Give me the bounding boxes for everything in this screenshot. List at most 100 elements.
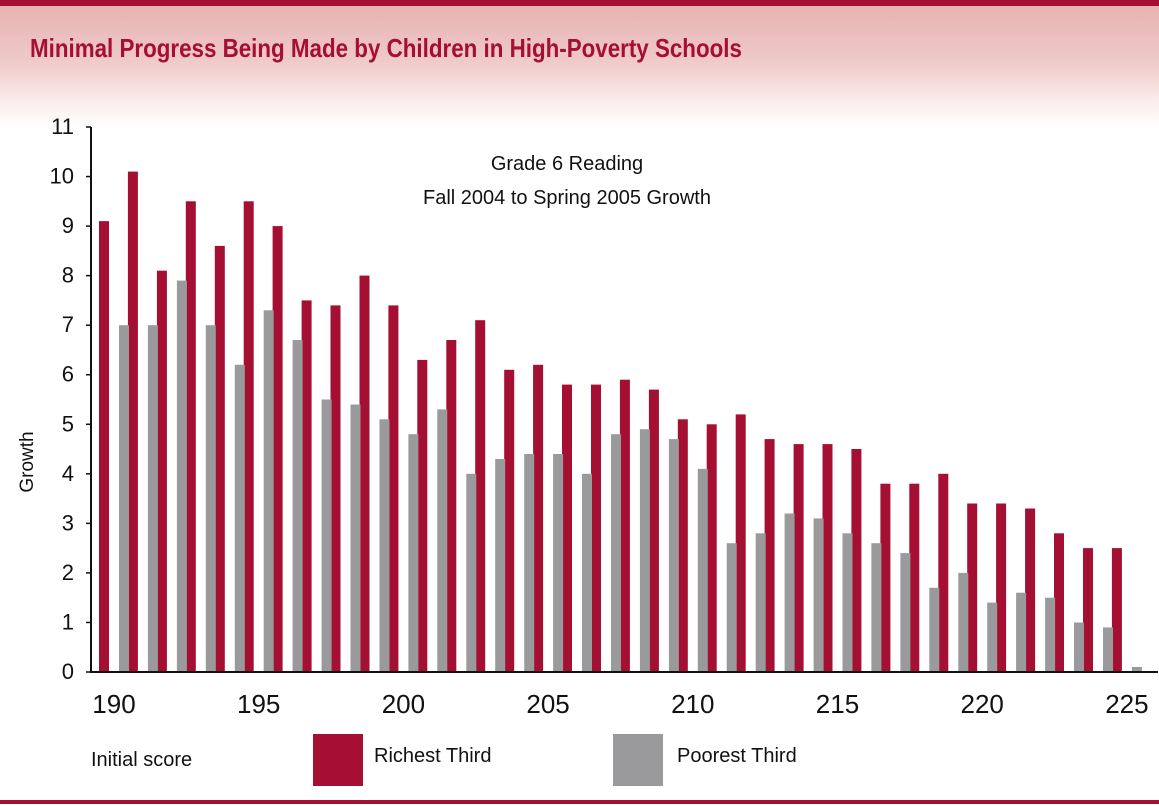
chart-title-line-1: Grade 6 Reading bbox=[491, 153, 643, 175]
bar-richest-190 bbox=[99, 221, 109, 672]
bar-richest-210 bbox=[677, 419, 688, 672]
bar-poorest-205 bbox=[553, 454, 564, 672]
bar-richest-203 bbox=[475, 320, 486, 672]
bar-richest-201 bbox=[417, 359, 428, 672]
bar-poorest-197 bbox=[321, 399, 332, 672]
bar-richest-200 bbox=[388, 305, 399, 672]
y-tick-label-5: 5 bbox=[62, 411, 74, 436]
y-tick-label-2: 2 bbox=[62, 560, 74, 585]
y-tick-label-4: 4 bbox=[62, 461, 74, 486]
bar-richest-196 bbox=[272, 226, 283, 672]
legend-label-richest: Richest Third bbox=[374, 745, 491, 767]
bar-poorest-217 bbox=[900, 553, 911, 672]
bar-poorest-192 bbox=[176, 280, 187, 672]
y-tick-label-3: 3 bbox=[62, 510, 74, 535]
bar-poorest-208 bbox=[639, 429, 650, 672]
top-rule bbox=[0, 0, 1159, 6]
y-tick-label-0: 0 bbox=[62, 659, 74, 684]
bar-richest-204 bbox=[504, 369, 515, 672]
bar-poorest-204 bbox=[524, 454, 535, 672]
bar-richest-224 bbox=[1083, 548, 1093, 672]
x-tick-label-210: 210 bbox=[671, 689, 714, 719]
bar-richest-216 bbox=[851, 449, 862, 672]
bar-richest-208 bbox=[619, 379, 630, 672]
page-title: Minimal Progress Being Made by Children … bbox=[30, 33, 742, 63]
legend-label-poorest: Poorest Third bbox=[677, 745, 797, 767]
bar-richest-212 bbox=[735, 414, 746, 672]
bar-richest-213 bbox=[764, 439, 775, 672]
bar-richest-223 bbox=[1054, 533, 1064, 672]
bar-poorest-216 bbox=[871, 543, 882, 672]
bar-poorest-193 bbox=[205, 325, 216, 672]
bar-richest-214 bbox=[793, 444, 804, 672]
bar-poorest-219 bbox=[958, 572, 969, 672]
bar-poorest-206 bbox=[582, 473, 592, 672]
y-axis-label: Growth bbox=[17, 431, 38, 492]
bar-richest-211 bbox=[706, 424, 717, 672]
bar-richest-221 bbox=[996, 503, 1007, 672]
bar-poorest-190 bbox=[119, 325, 129, 672]
bar-richest-207 bbox=[591, 384, 601, 672]
x-tick-label-200: 200 bbox=[382, 689, 425, 719]
bar-poorest-215 bbox=[842, 533, 853, 672]
bar-richest-192 bbox=[156, 270, 167, 672]
bar-richest-222 bbox=[1025, 508, 1036, 672]
x-tick-label-215: 215 bbox=[816, 689, 859, 719]
bar-poorest-191 bbox=[147, 325, 158, 672]
bar-poorest-200 bbox=[408, 434, 419, 672]
bar-richest-205 bbox=[533, 364, 544, 672]
y-tick-label-11: 11 bbox=[51, 114, 74, 139]
bar-poorest-196 bbox=[292, 340, 303, 672]
bar-poorest-194 bbox=[234, 364, 245, 672]
legend-swatch-richest bbox=[313, 734, 363, 786]
bar-richest-195 bbox=[243, 201, 254, 673]
bar-richest-198 bbox=[330, 305, 341, 672]
x-tick-label-195: 195 bbox=[237, 689, 280, 719]
y-tick-label-8: 8 bbox=[62, 263, 74, 288]
bar-richest-218 bbox=[909, 483, 920, 672]
y-tick-label-1: 1 bbox=[62, 609, 74, 634]
bar-poorest-213 bbox=[784, 513, 795, 672]
bar-poorest-203 bbox=[495, 459, 506, 672]
bar-richest-220 bbox=[967, 503, 978, 672]
bar-poorest-222 bbox=[1045, 597, 1056, 672]
bottom-rule bbox=[0, 800, 1159, 804]
bar-poorest-225 bbox=[1131, 667, 1142, 672]
bar-poorest-210 bbox=[697, 468, 708, 672]
x-ticks: 190 195 200 205 210 215 220 225 bbox=[92, 689, 1148, 719]
y-tick-label-9: 9 bbox=[62, 213, 74, 238]
bar-poorest-214 bbox=[813, 518, 824, 672]
y-tick-label-10: 10 bbox=[50, 164, 74, 189]
y-ticks: 0 1 2 3 4 5 6 7 8 9 10 11 bbox=[50, 114, 91, 684]
chart-title-line-2: Fall 2004 to Spring 2005 Growth bbox=[423, 187, 711, 209]
bar-poorest-209 bbox=[668, 439, 679, 672]
bar-richest-191 bbox=[127, 171, 138, 672]
title-banner: Minimal Progress Being Made by Children … bbox=[0, 6, 1159, 130]
bar-poorest-224 bbox=[1103, 627, 1113, 672]
bar-poorest-202 bbox=[466, 473, 477, 672]
bar-poorest-218 bbox=[929, 587, 940, 672]
x-tick-label-220: 220 bbox=[961, 689, 1004, 719]
bar-poorest-199 bbox=[379, 419, 390, 672]
bar-richest-217 bbox=[880, 483, 891, 672]
x-tick-label-225: 225 bbox=[1105, 689, 1148, 719]
bar-richest-199 bbox=[359, 275, 370, 672]
bar-richest-215 bbox=[822, 444, 833, 672]
bar-richest-225 bbox=[1111, 548, 1122, 672]
x-tick-label-205: 205 bbox=[526, 689, 569, 719]
bar-richest-197 bbox=[301, 300, 312, 672]
bar-richest-202 bbox=[446, 340, 457, 672]
bar-poorest-212 bbox=[755, 533, 766, 672]
bar-poorest-198 bbox=[350, 404, 361, 672]
bar-poorest-195 bbox=[263, 310, 274, 672]
y-tick-label-7: 7 bbox=[62, 312, 74, 337]
bar-poorest-201 bbox=[437, 409, 448, 672]
bar-richest-206 bbox=[562, 384, 572, 672]
bar-richest-219 bbox=[938, 473, 949, 672]
x-axis-label: Initial score bbox=[91, 749, 192, 771]
bar-poorest-207 bbox=[611, 434, 621, 672]
legend-swatch-poorest bbox=[613, 734, 663, 786]
bar-richest-194 bbox=[214, 245, 225, 672]
bar-poorest-223 bbox=[1074, 622, 1084, 672]
